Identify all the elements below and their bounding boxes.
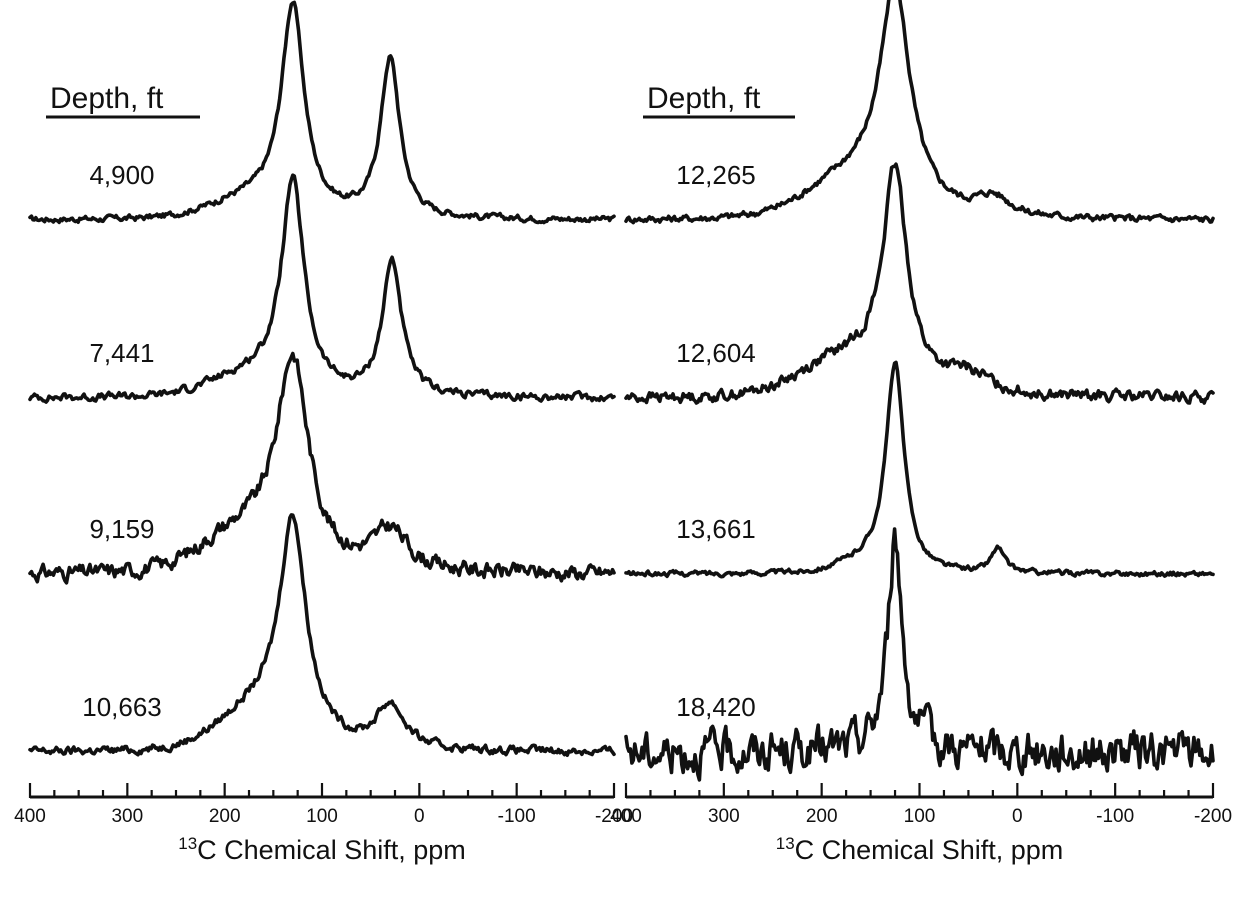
depth-label: 10,663 [82,692,162,722]
x-tick-label: 200 [209,806,241,827]
depth-header: Depth, ft [647,82,761,115]
spectrum-trace-12604 [624,162,1215,405]
depth-header: Depth, ft [50,82,164,115]
x-tick-label: 100 [306,806,338,827]
spectrum-trace-10663 [28,513,616,757]
spectrum-trace-18420 [624,527,1215,782]
left-panel: Depth, ft 4,900 7,441 9,159 10,663 400 300 200 1… [14,0,633,865]
depth-label: 4,900 [89,160,154,190]
x-tick-label: -200 [1194,806,1232,827]
spectrum-trace-7441 [28,173,616,404]
x-tick-label: -100 [1096,806,1134,827]
x-tick-label: 300 [111,806,143,827]
spectrum-trace-9159 [28,351,616,585]
depth-label: 12,604 [676,338,756,368]
x-tick-label: 100 [904,806,936,827]
x-tick-label: 400 [14,806,46,827]
x-tick-label: 400 [610,806,642,827]
x-axis-title: 13C Chemical Shift, ppm [776,834,1064,865]
x-tick-label: -200 [595,806,633,827]
x-tick-label: 0 [414,806,425,827]
x-axis-title: 13C Chemical Shift, ppm [178,834,466,865]
x-tick-label: -100 [498,806,536,827]
depth-label: 7,441 [89,338,154,368]
spectrum-trace-13661 [624,360,1215,579]
x-tick-label: 200 [806,806,838,827]
depth-label: 18,420 [676,692,756,722]
depth-label: 12,265 [676,160,756,190]
depth-label: 13,661 [676,514,756,544]
right-panel: Depth, ft 12,265 12,604 13,661 18,420 400 300 2… [610,0,1232,865]
x-tick-label: 0 [1012,806,1023,827]
spectrum-trace-12265 [624,0,1215,225]
x-tick-label: 300 [708,806,740,827]
depth-label: 9,159 [89,514,154,544]
spectrum-trace-4900 [28,0,616,225]
